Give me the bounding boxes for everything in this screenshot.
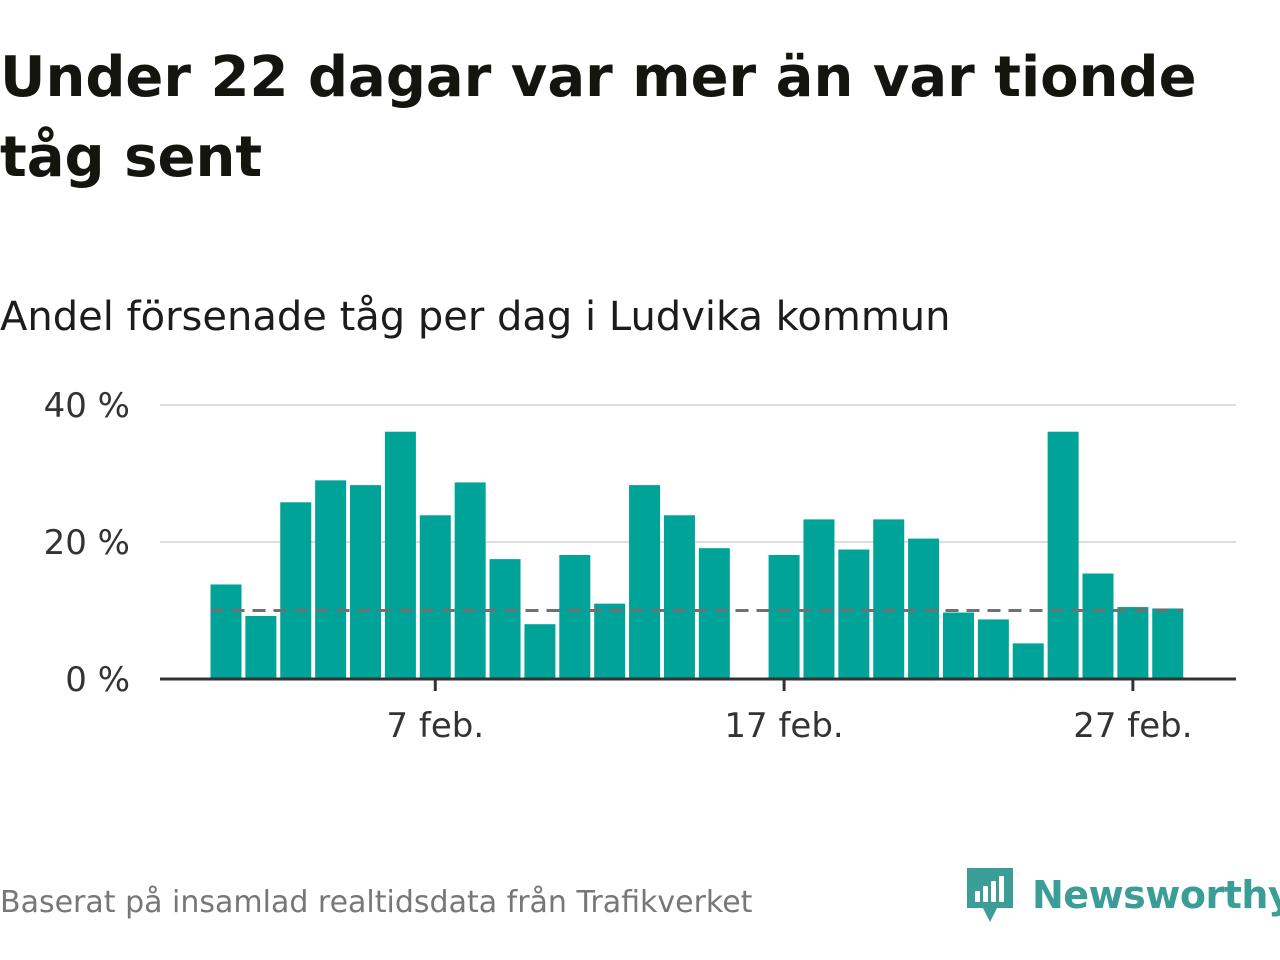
bar (838, 549, 870, 679)
bar (350, 485, 382, 679)
bar (1152, 608, 1184, 679)
bar (454, 482, 486, 679)
bar (768, 555, 800, 679)
bar (942, 612, 974, 679)
bar (873, 519, 905, 679)
bar (419, 515, 451, 679)
y-tick-label: 40 % (44, 386, 130, 426)
bars (210, 431, 1184, 679)
bar (280, 502, 312, 679)
bar (594, 603, 626, 679)
x-tick-label: 27 feb. (1073, 706, 1192, 746)
source-note: Baserat på insamlad realtidsdata från Tr… (0, 885, 753, 920)
bar (524, 624, 556, 679)
bar (977, 619, 1009, 679)
bar (1012, 643, 1044, 679)
y-tick-label: 20 % (44, 523, 130, 563)
chart-subtitle: Andel försenade tåg per dag i Ludvika ko… (0, 294, 951, 340)
bar (663, 515, 695, 679)
y-tick-label: 0 % (65, 660, 130, 700)
chart-title: Under 22 dagar var mer än var tionde tåg… (0, 45, 1197, 190)
y-axis-ticks: 0 % 20 % 40 % (44, 386, 130, 700)
bar (908, 538, 940, 679)
brand-name: Newsworthy (1032, 873, 1280, 917)
bar (210, 584, 242, 679)
bar (629, 485, 661, 679)
newsworthy-logo-icon (967, 868, 1013, 922)
bar (1047, 431, 1079, 679)
bar (559, 555, 591, 679)
x-tick-label: 17 feb. (724, 706, 843, 746)
bar (1117, 607, 1149, 679)
bar (315, 480, 347, 679)
bar (489, 559, 521, 679)
bar (245, 615, 277, 679)
bar (803, 519, 835, 679)
newsworthy-logo[interactable]: Newsworthy (964, 862, 1280, 928)
bar-chart: 0 % 20 % 40 % 7 feb. 17 feb. 27 feb. (44, 386, 1236, 746)
bar (698, 548, 730, 679)
bar (1082, 573, 1114, 679)
x-axis-ticks: 7 feb. 17 feb. 27 feb. (386, 679, 1193, 746)
x-tick-label: 7 feb. (386, 706, 484, 746)
bar (384, 431, 416, 679)
